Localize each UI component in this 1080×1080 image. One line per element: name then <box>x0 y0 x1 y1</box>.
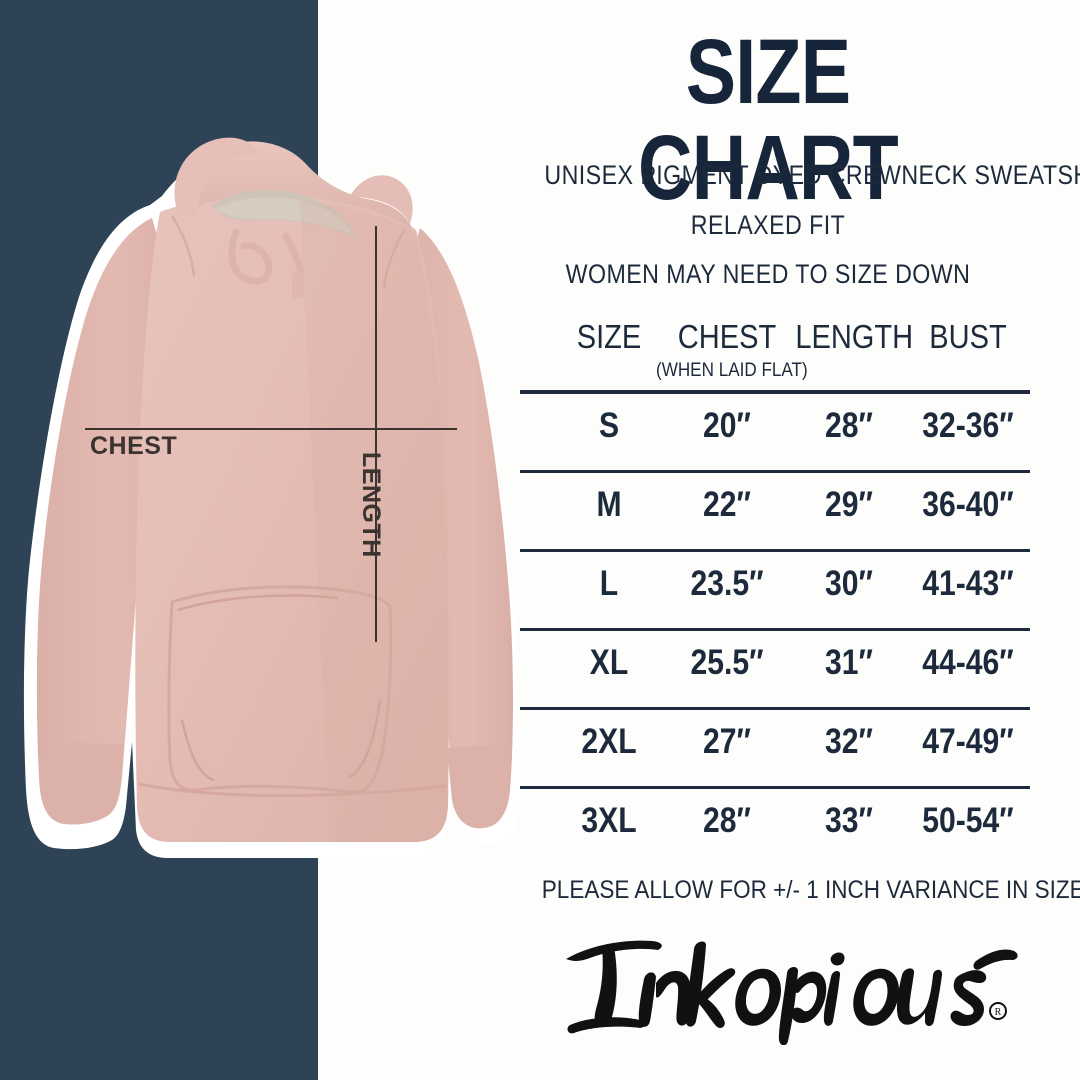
hood-roll-left <box>174 137 262 220</box>
hoodie-body <box>135 194 449 842</box>
cell-size: M <box>596 485 622 524</box>
pocket-top-stitch <box>177 594 339 612</box>
right-shoulder-seam <box>382 229 406 289</box>
table-divider <box>520 470 1030 473</box>
cell-chest: 22″ <box>703 485 751 524</box>
drawstring-left <box>228 228 273 285</box>
cell-bust: 41-43″ <box>922 564 1014 603</box>
cell-length: 31″ <box>825 643 873 682</box>
table-divider <box>520 786 1030 789</box>
inkopious-wordmark-icon: R <box>566 940 1018 1046</box>
table-row: L 23.5″ 30″ 41-43″ <box>520 552 1030 628</box>
cell-bust: 47-49″ <box>922 722 1014 761</box>
column-header-chest: CHEST <box>677 318 777 355</box>
body-shading <box>300 200 448 842</box>
table-divider <box>520 707 1030 710</box>
left-cuff <box>39 742 124 824</box>
table-row: S 20″ 28″ 32-36″ <box>520 394 1030 470</box>
column-header-length: LENGTH <box>795 318 914 355</box>
drawstring-aglet <box>292 272 304 298</box>
pocket-right-stitch <box>347 699 382 780</box>
right-cuff <box>447 744 511 829</box>
cell-bust: 32-36″ <box>922 406 1014 445</box>
length-measure-label: LENGTH <box>357 452 385 558</box>
cell-size: 2XL <box>581 722 637 761</box>
cell-length: 32″ <box>825 722 873 761</box>
length-measure-line <box>375 226 377 642</box>
cell-size: S <box>598 406 620 445</box>
cell-chest: 25.5″ <box>690 643 764 682</box>
cell-size: L <box>599 564 619 603</box>
hood-back <box>179 141 412 228</box>
column-header-size: SIZE <box>576 318 642 355</box>
cell-size: 3XL <box>581 801 637 840</box>
column-header-note: (WHEN LAID FLAT) <box>656 360 808 381</box>
svg-text:R: R <box>995 1007 1002 1018</box>
hoodie-illustration <box>23 137 520 858</box>
hood-lining-highlight <box>216 197 352 234</box>
table-divider <box>520 390 1030 394</box>
product-photo: CHEST LENGTH <box>0 0 520 1080</box>
cell-chest: 27″ <box>703 722 751 761</box>
left-shoulder-seam <box>170 215 196 277</box>
table-row: XL 25.5″ 31″ 44-46″ <box>520 631 1030 707</box>
pocket-left-stitch <box>180 719 215 782</box>
cell-length: 33″ <box>825 801 873 840</box>
cell-size: XL <box>589 643 629 682</box>
cell-length: 29″ <box>825 485 873 524</box>
subtitle-product: UNISEX PIGMENT DYED CREWNECK SWEATSHIRT <box>544 160 1080 190</box>
subtitle-sizing-advice: WOMEN MAY NEED TO SIZE DOWN <box>565 259 971 289</box>
cell-chest: 23.5″ <box>690 564 764 603</box>
cell-chest: 20″ <box>703 406 751 445</box>
waistband-seam <box>138 782 447 798</box>
hood-roll-right <box>350 175 413 224</box>
left-sleeve <box>36 218 177 825</box>
table-header-row: SIZE CHEST LENGTH BUST (WHEN LAID FLAT) <box>520 318 1030 390</box>
table-divider <box>520 549 1030 552</box>
table-row: 3XL 28″ 33″ 50-54″ <box>520 789 1030 865</box>
table-row: 2XL 27″ 32″ 47-49″ <box>520 710 1030 786</box>
variance-note: PLEASE ALLOW FOR +/- 1 INCH VARIANCE IN … <box>541 876 1080 904</box>
cell-bust: 36-40″ <box>922 485 1014 524</box>
column-header-bust: BUST <box>929 318 1007 355</box>
subtitle-fit: RELAXED FIT <box>690 210 846 240</box>
cell-bust: 44-46″ <box>922 643 1014 682</box>
cell-length: 28″ <box>825 406 873 445</box>
chart-panel: SIZE CHART UNISEX PIGMENT DYED CREWNECK … <box>508 0 1080 1080</box>
brand-logo: R <box>528 925 1028 1046</box>
kangaroo-pocket <box>167 585 393 794</box>
size-table: SIZE CHEST LENGTH BUST (WHEN LAID FLAT) … <box>520 318 1030 865</box>
chest-measure-line <box>85 428 457 430</box>
cell-length: 30″ <box>825 564 873 603</box>
page-title: SIZE CHART <box>638 21 899 219</box>
cell-bust: 50-54″ <box>922 801 1014 840</box>
chest-measure-label: CHEST <box>90 432 178 460</box>
table-divider <box>520 628 1030 631</box>
cell-chest: 28″ <box>703 801 751 840</box>
table-row: M 22″ 29″ 36-40″ <box>520 473 1030 549</box>
